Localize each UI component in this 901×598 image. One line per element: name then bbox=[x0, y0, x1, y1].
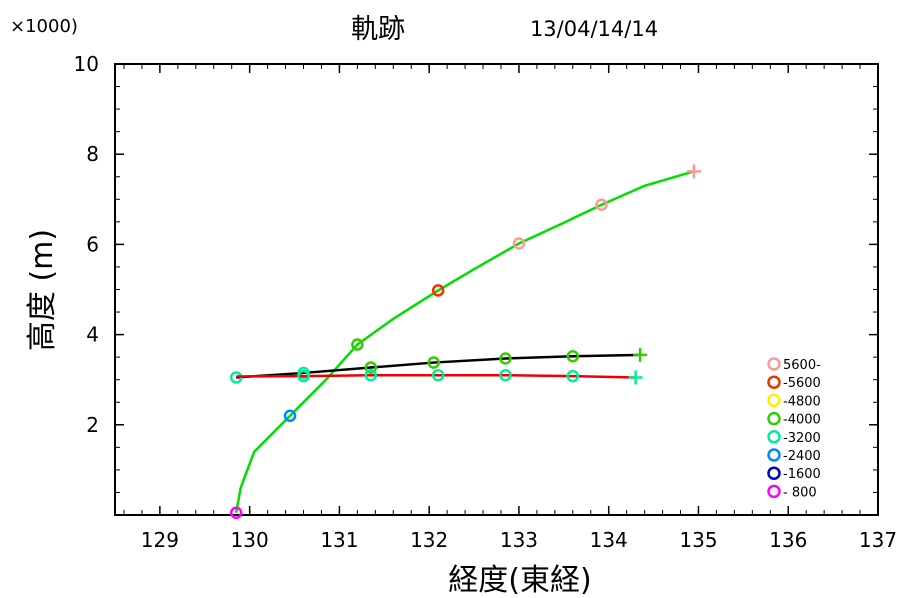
trajectory-line bbox=[236, 373, 636, 379]
legend-marker bbox=[767, 466, 781, 480]
trajectory-point bbox=[229, 506, 243, 519]
legend-label: -5600 bbox=[783, 376, 821, 391]
legend: 5600- -5600 -4800 -4000 -3200 -2400 -1600 - 800 bbox=[767, 357, 821, 500]
x-tick-label: 137 bbox=[859, 528, 897, 552]
legend-label: -3200 bbox=[783, 431, 821, 446]
legend-label: -1600 bbox=[783, 467, 821, 482]
y-tick-label: 10 bbox=[74, 52, 99, 76]
legend-marker bbox=[767, 448, 781, 462]
y-axis-title: 高度 (m) bbox=[25, 229, 60, 351]
legend-label: 5600- bbox=[783, 358, 821, 373]
legend-marker bbox=[767, 484, 781, 499]
trajectory-point bbox=[351, 338, 364, 351]
legend-marker bbox=[767, 375, 781, 389]
x-tick-label: 134 bbox=[590, 528, 628, 552]
legend-marker bbox=[767, 430, 781, 444]
y-tick-label: 2 bbox=[86, 413, 99, 437]
chart-date: 13/04/14/14 bbox=[530, 17, 658, 41]
trajectory-point bbox=[566, 369, 580, 383]
trajectory-point bbox=[499, 352, 512, 365]
legend-label: -4000 bbox=[783, 413, 821, 428]
scale-multiplier: ×1000) bbox=[10, 16, 78, 37]
y-tick-label: 8 bbox=[86, 142, 99, 166]
y-tick-label: 4 bbox=[86, 323, 99, 347]
axis-ticks: 129 130 131 132 133 134 135 136 137 2 4 6 8 10 bbox=[74, 52, 898, 552]
legend-marker bbox=[767, 411, 781, 426]
x-tick-label: 133 bbox=[500, 528, 538, 552]
trajectory-point bbox=[431, 368, 445, 382]
chart-title: 軌跡 bbox=[351, 14, 405, 45]
trajectory-point bbox=[566, 349, 580, 363]
trajectory-end-marker bbox=[686, 164, 701, 179]
x-axis-title: 経度(東経) bbox=[448, 563, 591, 598]
trajectory-point bbox=[595, 198, 608, 211]
trajectory-line bbox=[234, 170, 695, 513]
trajectory-end-marker bbox=[633, 347, 648, 362]
legend-label: -2400 bbox=[783, 449, 821, 464]
trajectory-point bbox=[364, 368, 378, 382]
trajectory-point bbox=[427, 356, 440, 369]
plot-frame bbox=[114, 63, 879, 516]
x-tick-label: 135 bbox=[679, 528, 717, 552]
trajectory-point bbox=[364, 361, 378, 374]
trajectory-point bbox=[499, 368, 512, 382]
legend-marker bbox=[767, 357, 781, 371]
x-tick-label: 131 bbox=[320, 528, 358, 552]
legend-marker bbox=[767, 393, 781, 408]
trajectory-end-marker bbox=[628, 370, 643, 385]
x-tick-label: 129 bbox=[141, 528, 179, 552]
trajectory-point bbox=[512, 237, 526, 250]
series-layer bbox=[229, 164, 701, 519]
trajectory-point bbox=[283, 409, 297, 423]
y-tick-label: 6 bbox=[86, 232, 99, 256]
trajectory-point bbox=[431, 284, 445, 297]
trajectory-line bbox=[236, 353, 641, 379]
legend-label: -4800 bbox=[783, 394, 821, 409]
trajectory-point bbox=[297, 369, 310, 383]
x-tick-label: 132 bbox=[410, 528, 448, 552]
x-tick-label: 130 bbox=[231, 528, 269, 552]
legend-label: - 800 bbox=[783, 485, 817, 500]
x-tick-label: 136 bbox=[769, 528, 807, 552]
